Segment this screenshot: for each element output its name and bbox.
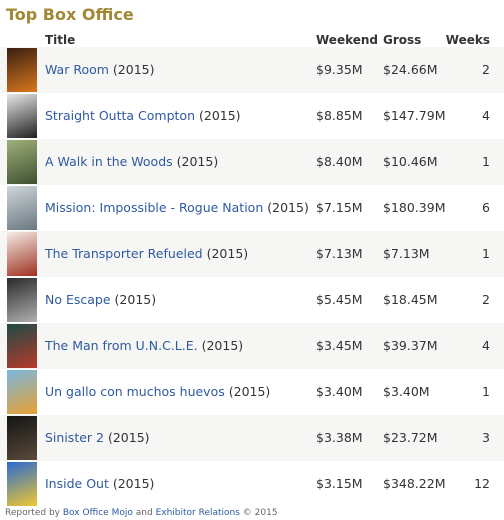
movie-title-cell: Sinister 2 (2015) (45, 415, 150, 461)
poster-thumbnail[interactable] (7, 324, 37, 368)
weeks-in-release: 1 (482, 246, 490, 261)
column-header-title: Title (45, 33, 76, 47)
footer-copyright: © 2015 (242, 508, 278, 518)
weeks-in-release: 4 (482, 108, 490, 123)
poster-thumbnail[interactable] (7, 140, 37, 184)
total-gross: $348.22M (383, 476, 446, 491)
weekend-gross: $3.15M (316, 476, 363, 491)
weekend-gross: $8.40M (316, 154, 363, 169)
movie-title-link[interactable]: War Room (45, 62, 109, 77)
movie-year: (2015) (114, 292, 157, 307)
movie-title-cell: The Transporter Refueled (2015) (45, 231, 248, 277)
total-gross: $24.66M (383, 62, 438, 77)
weeks-in-release: 4 (482, 338, 490, 353)
movie-row: Un gallo con muchos huevos (2015) $3.40M $… (0, 369, 504, 415)
movie-row: Mission: Impossible - Rogue Nation (2015… (0, 185, 504, 231)
movie-title-link[interactable]: Un gallo con muchos huevos (45, 384, 225, 399)
weeks-in-release: 1 (482, 384, 490, 399)
movie-year: (2015) (112, 476, 155, 491)
movie-row: No Escape (2015) $5.45M $18.45M 2 (0, 277, 504, 323)
weekend-gross: $3.40M (316, 384, 363, 399)
movie-title-link[interactable]: The Man from U.N.C.L.E. (45, 338, 198, 353)
movie-title-cell: The Man from U.N.C.L.E. (2015) (45, 323, 243, 369)
movie-title-cell: Inside Out (2015) (45, 461, 154, 507)
movie-year: (2015) (228, 384, 271, 399)
footer-prefix: Reported by (5, 508, 60, 518)
movie-row: The Transporter Refueled (2015) $7.13M $7.… (0, 231, 504, 277)
weekend-gross: $8.85M (316, 108, 363, 123)
movie-row: Sinister 2 (2015) $3.38M $23.72M 3 (0, 415, 504, 461)
movie-row: Inside Out (2015) $3.15M $348.22M 12 (0, 461, 504, 507)
movie-row: The Man from U.N.C.L.E. (2015) $3.45M $39.… (0, 323, 504, 369)
column-header-weekend: Weekend (316, 33, 379, 47)
poster-thumbnail[interactable] (7, 232, 37, 276)
total-gross: $3.40M (383, 384, 430, 399)
poster-thumbnail[interactable] (7, 416, 37, 460)
movie-title-cell: No Escape (2015) (45, 277, 156, 323)
weekend-gross: $7.13M (316, 246, 363, 261)
total-gross: $147.79M (383, 108, 446, 123)
movie-year: (2015) (267, 200, 309, 215)
column-header-gross: Gross (383, 33, 422, 47)
footer-credit: Reported by Box Office Mojo and Exhibito… (5, 508, 278, 518)
poster-thumbnail[interactable] (7, 186, 37, 230)
weeks-in-release: 3 (482, 430, 490, 445)
weeks-in-release: 12 (474, 476, 490, 491)
weeks-in-release: 2 (482, 62, 490, 77)
movie-title-link[interactable]: No Escape (45, 292, 111, 307)
total-gross: $180.39M (383, 200, 446, 215)
poster-thumbnail[interactable] (7, 462, 37, 506)
total-gross: $10.46M (383, 154, 438, 169)
weekend-gross: $9.35M (316, 62, 363, 77)
movie-list: War Room (2015) $9.35M $24.66M 2 Straight Ou… (0, 47, 504, 507)
movie-year: (2015) (198, 108, 241, 123)
movie-title-link[interactable]: Straight Outta Compton (45, 108, 195, 123)
movie-title-link[interactable]: Sinister 2 (45, 430, 104, 445)
total-gross: $18.45M (383, 292, 438, 307)
weeks-in-release: 2 (482, 292, 490, 307)
movie-row: A Walk in the Woods (2015) $8.40M $10.46M 1 (0, 139, 504, 185)
movie-title-cell: Straight Outta Compton (2015) (45, 93, 241, 139)
movie-year: (2015) (201, 338, 244, 353)
exhibitor-relations-link[interactable]: Exhibitor Relations (155, 508, 240, 518)
movie-year: (2015) (112, 62, 155, 77)
weekend-gross: $3.38M (316, 430, 363, 445)
movie-row: Straight Outta Compton (2015) $8.85M $147.… (0, 93, 504, 139)
weekend-gross: $3.45M (316, 338, 363, 353)
total-gross: $7.13M (383, 246, 430, 261)
movie-title-cell: War Room (2015) (45, 47, 155, 93)
widget-heading: Top Box Office (6, 5, 134, 24)
weekend-gross: $7.15M (316, 200, 363, 215)
poster-thumbnail[interactable] (7, 278, 37, 322)
total-gross: $39.37M (383, 338, 438, 353)
poster-thumbnail[interactable] (7, 94, 37, 138)
movie-title-link[interactable]: Inside Out (45, 476, 109, 491)
column-header-weeks: Weeks (445, 33, 490, 47)
weeks-in-release: 1 (482, 154, 490, 169)
movie-year: (2015) (176, 154, 219, 169)
movie-year: (2015) (206, 246, 249, 261)
movie-title-cell: Un gallo con muchos huevos (2015) (45, 369, 270, 415)
movie-title-cell: Mission: Impossible - Rogue Nation (2015… (45, 185, 309, 231)
movie-row: War Room (2015) $9.35M $24.66M 2 (0, 47, 504, 93)
movie-title-cell: A Walk in the Woods (2015) (45, 139, 218, 185)
weekend-gross: $5.45M (316, 292, 363, 307)
total-gross: $23.72M (383, 430, 438, 445)
movie-year: (2015) (107, 430, 150, 445)
poster-thumbnail[interactable] (7, 370, 37, 414)
poster-thumbnail[interactable] (7, 48, 37, 92)
movie-title-link[interactable]: Mission: Impossible - Rogue Nation (45, 200, 264, 215)
movie-title-link[interactable]: A Walk in the Woods (45, 154, 173, 169)
footer-and: and (135, 508, 153, 518)
box-office-mojo-link[interactable]: Box Office Mojo (62, 508, 133, 518)
weeks-in-release: 6 (482, 200, 490, 215)
movie-title-link[interactable]: The Transporter Refueled (45, 246, 203, 261)
